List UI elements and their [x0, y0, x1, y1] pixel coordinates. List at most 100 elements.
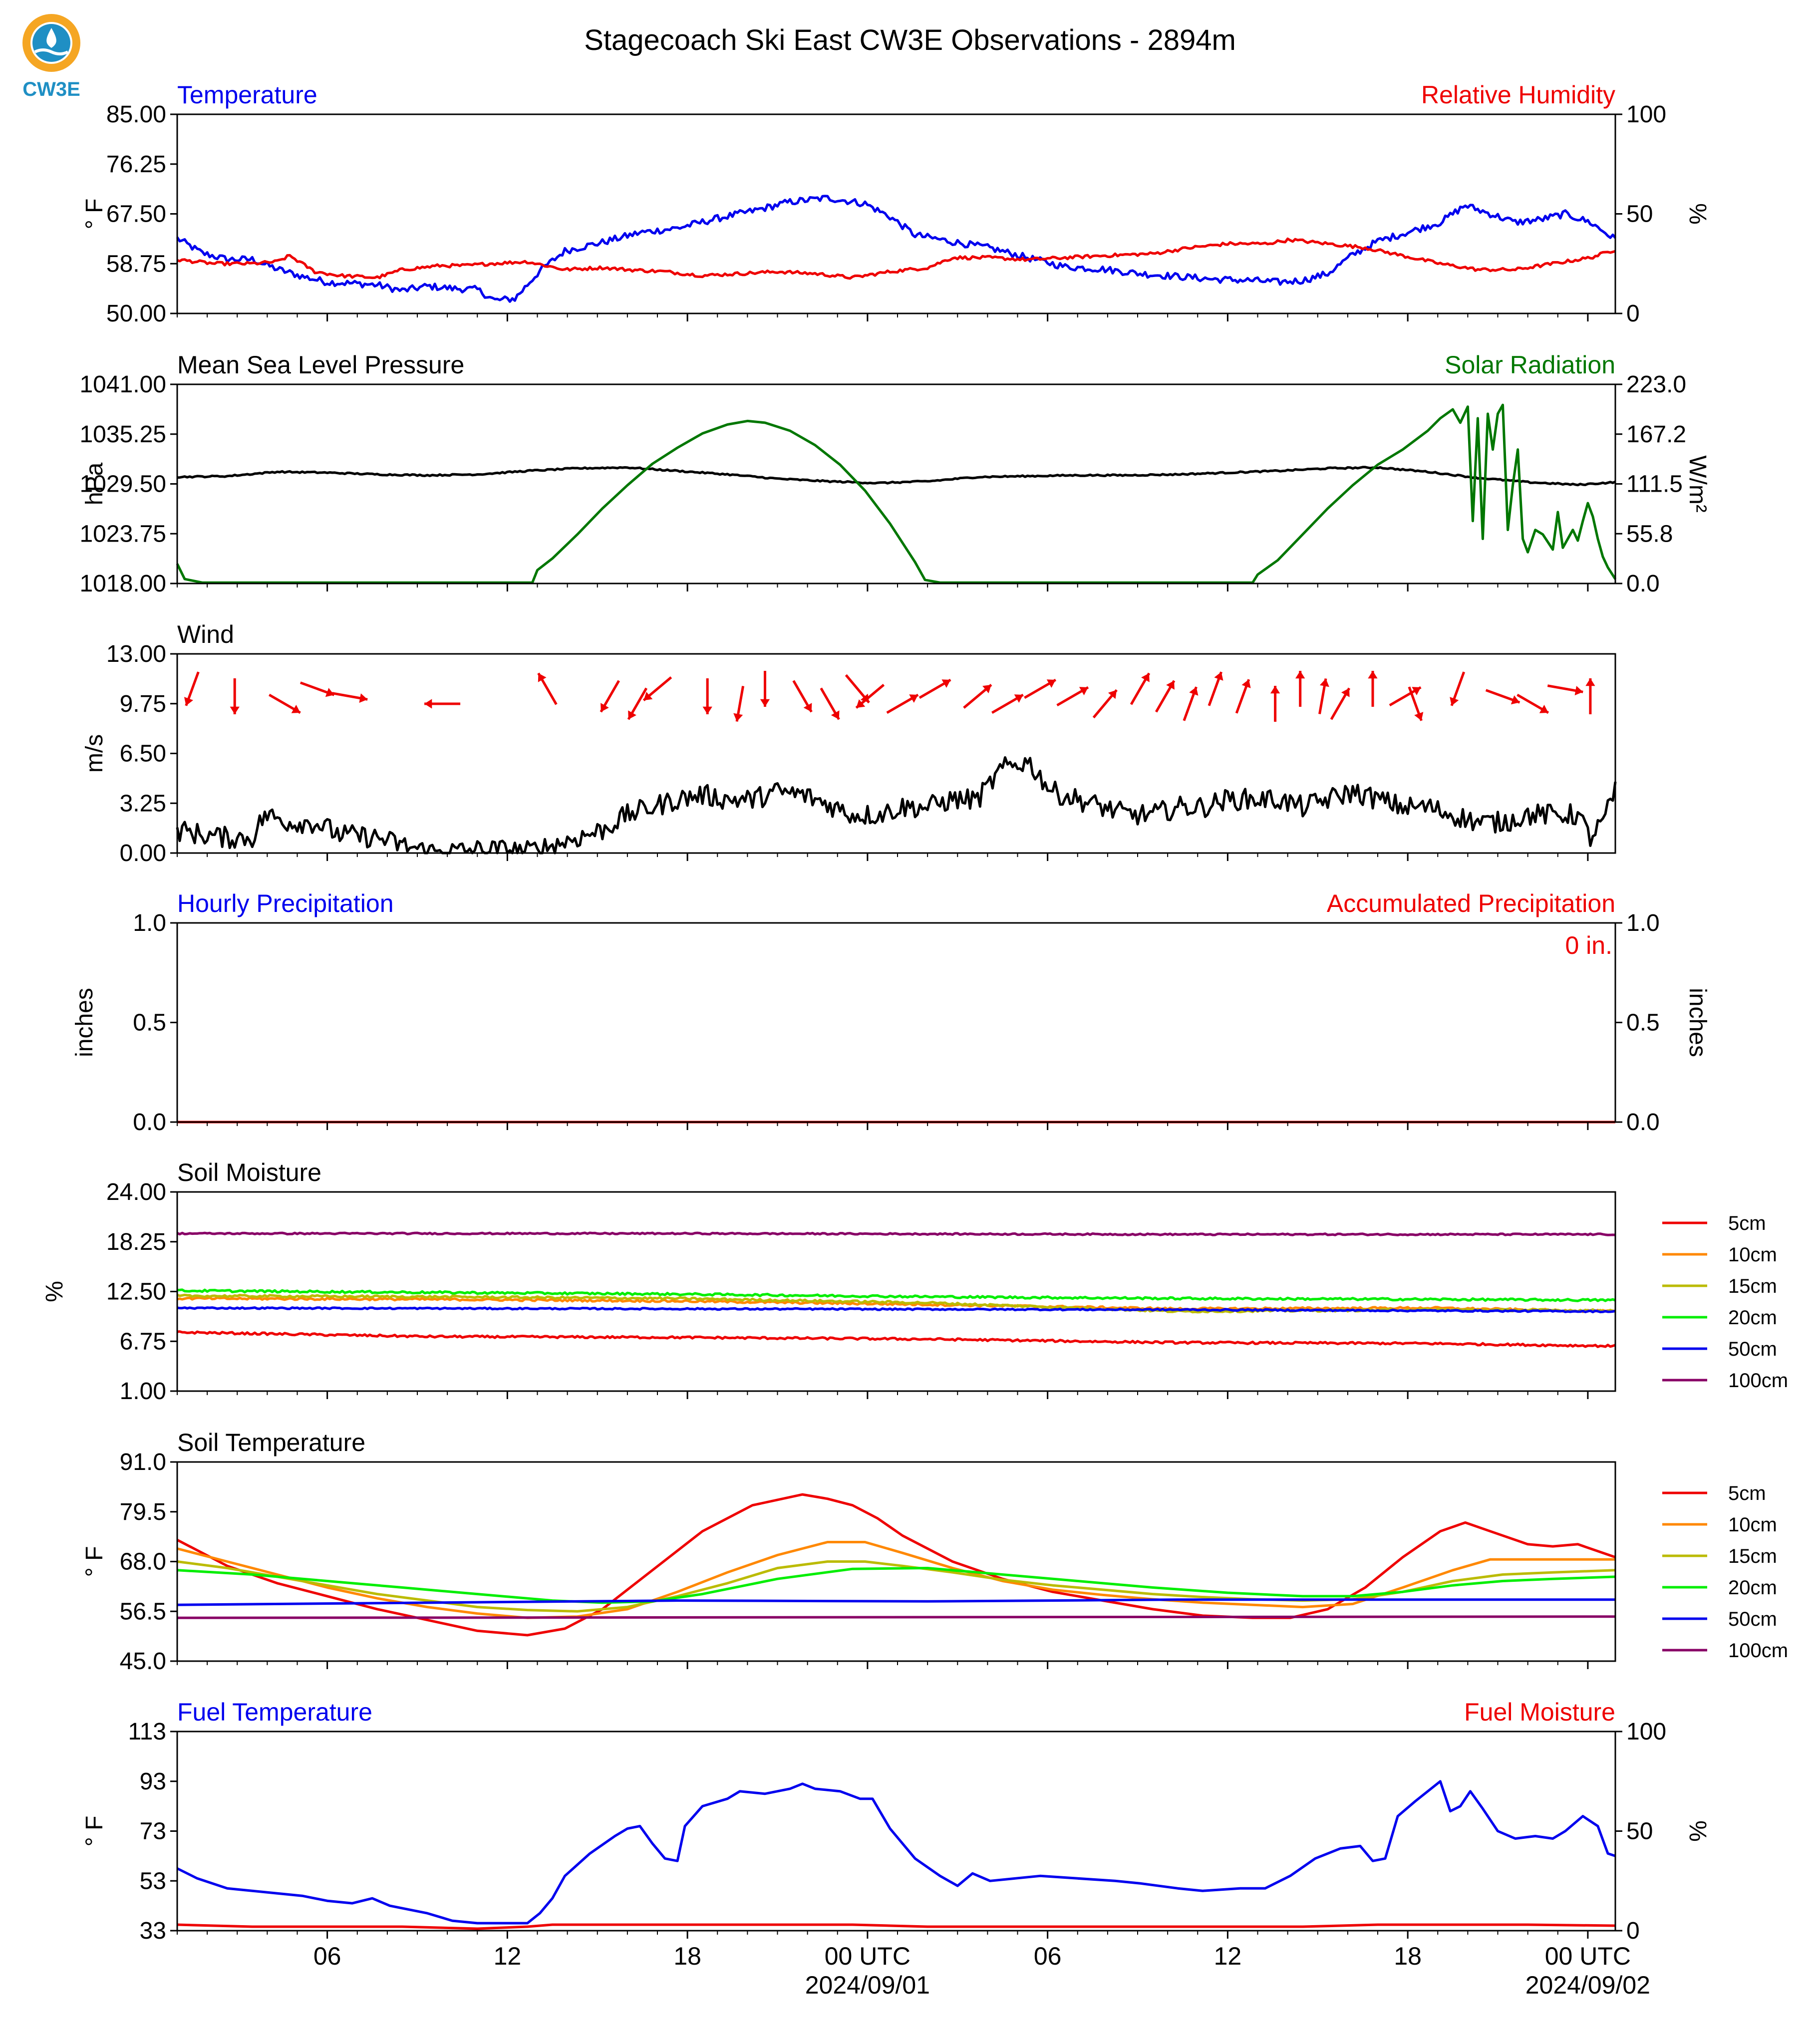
y-left-tick-label: 0.00 [120, 840, 166, 867]
legend-label: 20cm [1728, 1577, 1777, 1599]
y-left-tick-label: 13.00 [106, 641, 166, 667]
series-solar-radiation [176, 403, 1617, 584]
y-left-tick-label: 0.5 [133, 1010, 166, 1036]
y-right-tick-label: 0 [1626, 300, 1640, 327]
series-50cm [177, 1306, 1616, 1314]
wind-arrow-head [1585, 678, 1595, 686]
wind-arrow-head [1046, 679, 1056, 688]
y-left-tick-label: 9.75 [120, 691, 166, 717]
y-left-tick-label: 53 [140, 1868, 166, 1894]
legend-label: 5cm [1728, 1212, 1766, 1234]
wind-arrow-head [643, 692, 653, 701]
y-right-axis-label: W/m² [1684, 455, 1711, 513]
x-tick-label: 12 [1214, 1942, 1242, 1970]
y-left-tick-label: 1029.50 [79, 471, 166, 498]
series-relative-humidity [177, 237, 1616, 280]
series-20cm [177, 1567, 1616, 1604]
legend-label: 10cm [1728, 1514, 1777, 1536]
y-right-tick-label: 167.2 [1626, 421, 1686, 448]
legend-label: 50cm [1728, 1338, 1777, 1360]
panel-wind: 0.00 3.25 6.50 9.75 13.00 Wind m/s [81, 620, 1617, 867]
y-right-tick-label: 0.0 [1626, 1109, 1660, 1136]
wind-arrow-head [1214, 672, 1223, 681]
panel-temperature: 50.00 58.75 67.50 76.25 85.00 0 50 100 Temperatu… [81, 81, 1711, 327]
y-left-tick-label: 91.0 [120, 1449, 166, 1475]
legend-label: 5cm [1728, 1482, 1766, 1504]
panel-title-right: Fuel Moisture [1464, 1698, 1615, 1726]
panel-precipitation: 0.0 0.5 1.0 0.0 0.5 1.0 Hourly Precipitation Ac… [71, 889, 1711, 1136]
wind-arrow-head [1241, 679, 1251, 688]
wind-arrow-head [1108, 690, 1117, 699]
y-left-tick-label: 113 [128, 1719, 166, 1745]
y-left-tick-label: 56.5 [120, 1598, 166, 1625]
legend-label: 15cm [1728, 1545, 1777, 1567]
legend-label: 10cm [1728, 1244, 1777, 1266]
y-left-tick-label: 1035.25 [79, 421, 166, 448]
panel-soil_temperature: 45.0 56.5 68.0 79.5 91.0 Soil Temperature ° F 5… [81, 1429, 1788, 1675]
series-10cm [177, 1296, 1616, 1314]
wind-arrow-head [538, 673, 547, 682]
wind-arrow-head [325, 688, 334, 697]
legend-label: 100cm [1728, 1370, 1788, 1392]
panel-title-left: Wind [177, 620, 234, 648]
y-left-axis-label: m/s [81, 734, 108, 773]
series-20cm [177, 1288, 1616, 1302]
y-left-tick-label: 33 [140, 1918, 166, 1944]
series-fuel-moisture [177, 1923, 1616, 1930]
wind-arrow-head [601, 703, 609, 712]
wind-arrow-head [941, 679, 951, 688]
x-tick-label: 00 UTC [1545, 1942, 1631, 1970]
wind-arrow-head [760, 699, 770, 707]
wind-arrow-head [1539, 705, 1548, 713]
y-left-tick-label: 73 [140, 1818, 166, 1845]
x-tick-date-label: 2024/09/01 [805, 1971, 930, 1999]
wind-arrow-head [1450, 697, 1459, 706]
wind-arrow-head [1014, 694, 1023, 703]
wind-arrow-head [1270, 686, 1280, 694]
wind-arrow-head [1141, 673, 1150, 682]
y-left-tick-label: 0.0 [133, 1109, 166, 1136]
logo-drop-icon [46, 28, 56, 48]
logo-ring [22, 14, 80, 72]
series-temperature [176, 195, 1616, 303]
wind-arrow-head [803, 703, 812, 712]
x-tick-date-label: 2024/09/02 [1525, 1971, 1650, 1999]
x-tick-label: 18 [1394, 1942, 1422, 1970]
y-left-tick-label: 68.0 [120, 1549, 166, 1575]
y-left-tick-label: 18.25 [106, 1229, 166, 1255]
wind-arrow-head [1368, 671, 1378, 679]
y-left-tick-label: 1041.00 [79, 371, 166, 398]
panel-pressure: 1018.00 1023.75 1029.50 1035.25 1041.00 0.0 55… [79, 351, 1711, 597]
y-right-tick-label: 223.0 [1626, 371, 1686, 398]
wind-arrow-head [1166, 680, 1175, 690]
series-10cm [177, 1541, 1615, 1619]
y-left-tick-label: 1.00 [120, 1378, 166, 1405]
panel-title-right: Accumulated Precipitation [1327, 889, 1615, 917]
y-left-tick-label: 45.0 [120, 1648, 166, 1675]
logo-text: CW3E [22, 78, 80, 100]
legend-label: 15cm [1728, 1275, 1777, 1297]
wind-arrow-head [1574, 686, 1583, 696]
y-right-tick-label: 50 [1626, 201, 1653, 228]
y-left-tick-label: 6.75 [120, 1328, 166, 1355]
legend-label: 20cm [1728, 1307, 1777, 1329]
panel-title-right: Solar Radiation [1445, 351, 1615, 379]
y-left-tick-label: 50.00 [106, 300, 166, 327]
x-tick-label: 06 [1034, 1942, 1062, 1970]
y-right-axis-label: % [1684, 1820, 1711, 1842]
y-left-tick-label: 3.25 [120, 790, 166, 817]
panel-soil_moisture: 1.00 6.75 12.50 18.25 24.00 Soil Moisture% 5cm… [41, 1159, 1788, 1405]
y-left-axis-label: inches [71, 988, 98, 1057]
wind-arrow-head [982, 684, 991, 693]
y-right-tick-label: 50 [1626, 1818, 1653, 1845]
y-left-tick-label: 12.50 [106, 1279, 166, 1305]
series-50cm [177, 1598, 1615, 1606]
series-5cm [176, 1493, 1616, 1637]
wind-arrow-head [359, 693, 368, 703]
panel-title-left: Soil Temperature [177, 1429, 365, 1456]
x-tick-label: 00 UTC [825, 1942, 910, 1970]
y-right-tick-label: 0 [1626, 1918, 1640, 1944]
panel-title-right: Relative Humidity [1421, 81, 1615, 109]
wind-arrow-head [1341, 688, 1350, 697]
